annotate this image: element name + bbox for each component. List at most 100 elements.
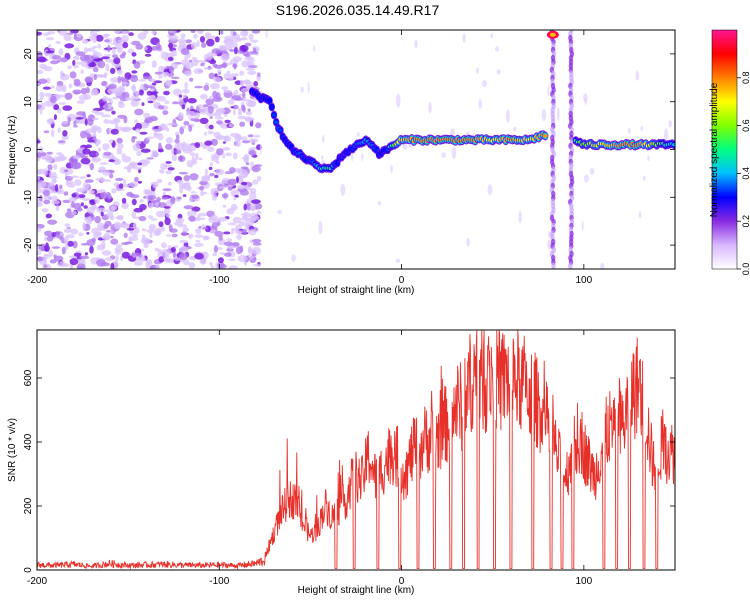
faint-blob: [547, 84, 550, 97]
noise-blob: [219, 252, 225, 255]
noise-blob: [55, 41, 61, 44]
noise-blob: [101, 235, 112, 241]
noise-blob: [237, 115, 247, 120]
noise-blob: [59, 74, 70, 81]
noise-blob: [80, 202, 84, 207]
noise-blob: [215, 92, 221, 100]
noise-blob: [194, 142, 201, 149]
noise-blob: [84, 179, 94, 183]
noise-blob: [97, 60, 106, 69]
noise-blob: [41, 208, 49, 213]
streak-blob: [568, 262, 573, 269]
noise-blob: [249, 218, 257, 222]
noise-blob: [227, 178, 238, 186]
noise-blob: [76, 187, 86, 193]
noise-blob: [57, 127, 61, 133]
noise-blob: [205, 98, 214, 105]
faint-blob: [547, 239, 552, 250]
noise-blob: [166, 234, 172, 237]
noise-blob: [132, 143, 141, 152]
spectrogram-y-tick-label: 10: [23, 96, 34, 108]
noise-blob: [181, 231, 188, 237]
noise-blob: [95, 152, 100, 157]
faint-blob: [390, 164, 393, 174]
noise-blob: [134, 119, 139, 124]
snr-y-tick-label: 200: [23, 497, 34, 514]
noise-blob: [182, 141, 187, 147]
noise-blob: [43, 168, 48, 176]
noise-blob: [250, 39, 259, 43]
noise-blob: [48, 249, 54, 257]
noise-blob: [178, 94, 183, 98]
noise-blob: [209, 261, 213, 266]
noise-blob: [183, 175, 190, 182]
faint-blob: [300, 86, 304, 93]
noise-blob: [170, 246, 176, 253]
noise-blob: [52, 178, 57, 184]
noise-blob: [241, 104, 246, 111]
noise-blob: [56, 152, 63, 156]
noise-blob: [68, 196, 77, 203]
noise-blob: [63, 169, 69, 173]
noise-blob: [63, 33, 72, 42]
noise-blob: [128, 181, 139, 188]
noise-blob: [222, 153, 226, 159]
noise-blob: [110, 128, 119, 135]
noise-blob: [130, 226, 140, 235]
noise-blob: [137, 256, 147, 263]
noise-blob: [120, 76, 125, 82]
noise-blob: [45, 50, 55, 54]
noise-blob: [39, 106, 43, 115]
noise-blob: [59, 156, 67, 161]
noise-blob: [156, 264, 160, 269]
noise-blob: [156, 229, 161, 236]
noise-blob: [167, 245, 172, 249]
noise-blob: [216, 120, 223, 125]
noise-blob: [146, 157, 154, 160]
noise-blob: [81, 198, 92, 201]
noise-blob: [80, 157, 91, 165]
noise-blob: [91, 227, 101, 235]
noise-blob: [133, 207, 144, 213]
track-core: [269, 105, 274, 109]
faint-blob: [395, 258, 401, 263]
noise-blob: [37, 152, 42, 158]
noise-blob: [249, 212, 258, 220]
noise-blob: [66, 182, 76, 188]
colorbar-tick-label: 0.0: [741, 263, 750, 276]
noise-blob: [223, 73, 228, 80]
noise-blob: [236, 234, 242, 240]
spectrogram-x-tick-label: 0: [399, 275, 405, 286]
snr-y-tick-label: 400: [23, 433, 34, 450]
noise-blob: [208, 72, 215, 80]
noise-blob: [108, 119, 118, 125]
faint-blob: [495, 46, 499, 52]
noise-blob: [105, 257, 113, 262]
faint-blob: [584, 97, 587, 105]
noise-blob: [76, 100, 85, 104]
noise-blob: [179, 41, 186, 49]
noise-blob: [242, 91, 246, 99]
faint-blob: [466, 237, 470, 247]
noise-blob: [209, 229, 217, 234]
noise-blob: [243, 171, 249, 178]
noise-blob: [99, 162, 109, 165]
noise-blob: [88, 190, 95, 194]
noise-blob: [145, 136, 154, 140]
noise-blob: [88, 150, 99, 158]
noise-blob: [143, 195, 147, 199]
snr-x-tick-label: 0: [399, 576, 405, 587]
noise-blob: [214, 116, 224, 120]
noise-blob: [53, 114, 58, 121]
faint-blob: [351, 152, 354, 162]
noise-blob: [177, 112, 184, 120]
noise-blob: [239, 121, 246, 127]
noise-blob: [82, 148, 91, 155]
snr-plot-area: [37, 330, 675, 570]
faint-blob: [265, 30, 268, 39]
noise-blob: [92, 66, 99, 73]
noise-blob: [44, 236, 48, 242]
faint-blob: [589, 168, 595, 175]
signal-track: [248, 87, 675, 174]
noise-blob: [247, 248, 255, 255]
